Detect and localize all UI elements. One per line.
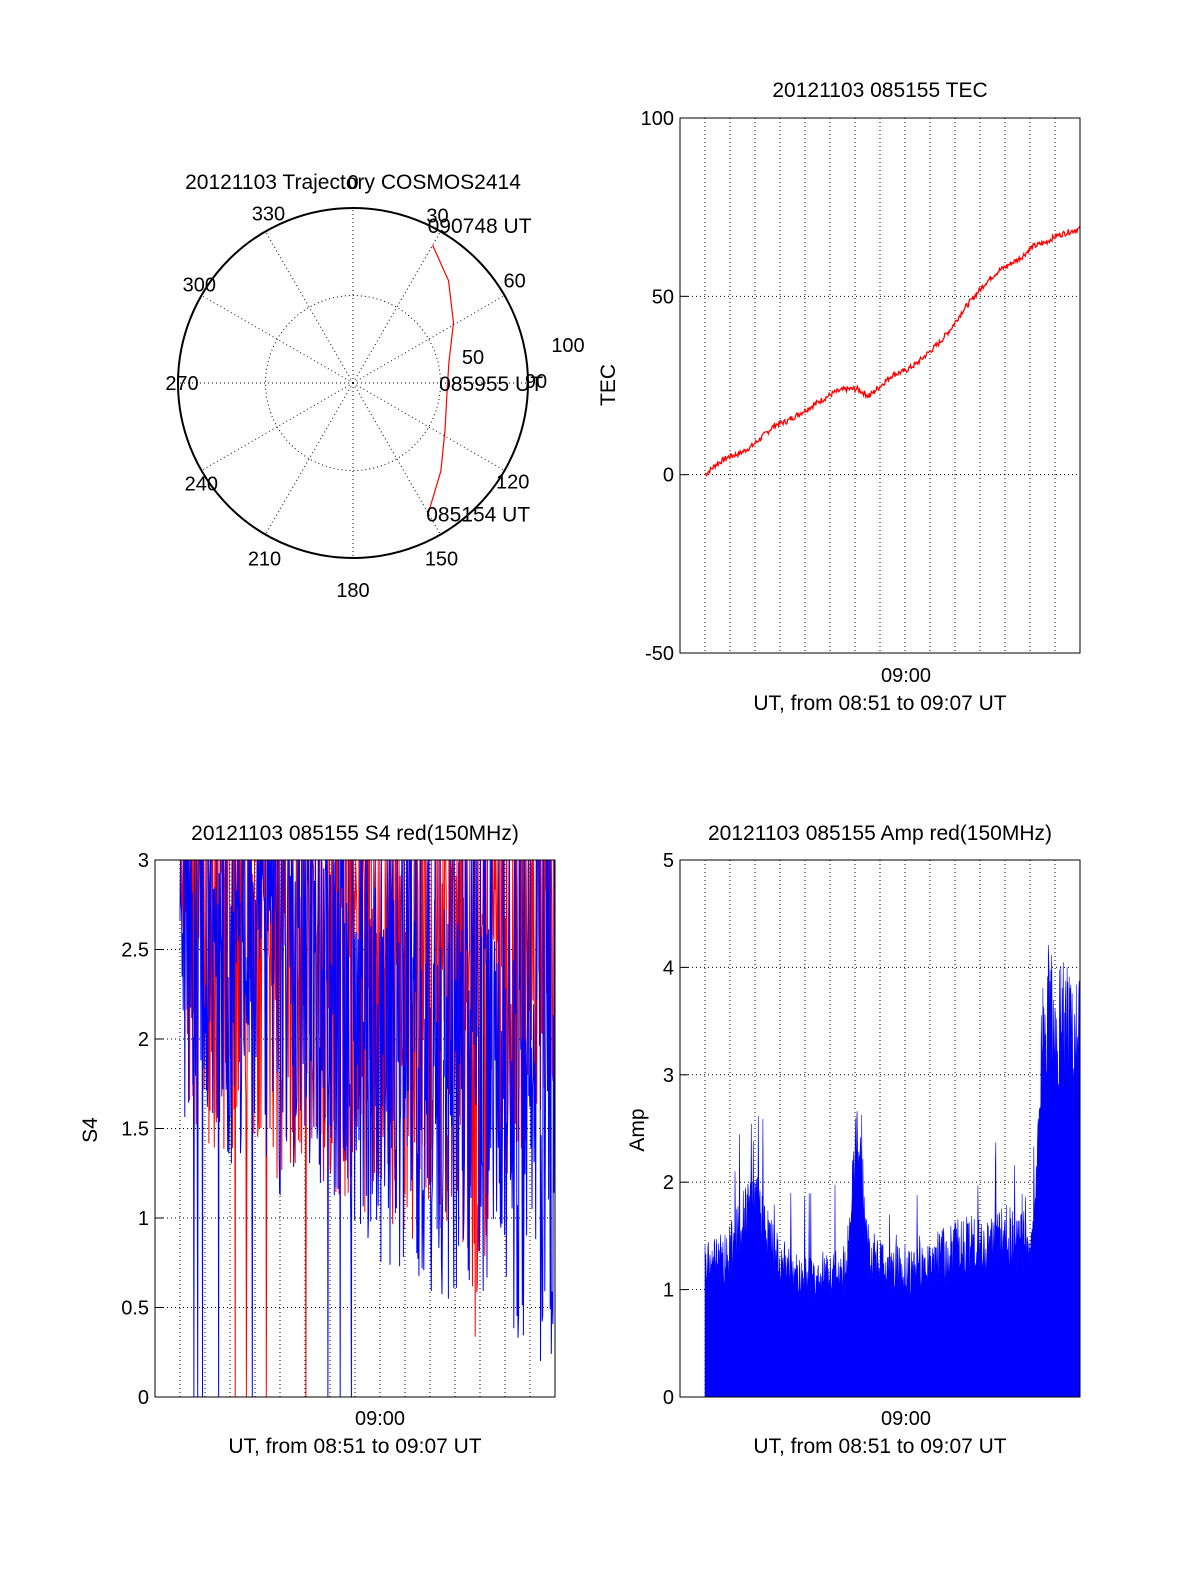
amp-y-tick-label: 3: [663, 1065, 674, 1087]
polar-azimuth-label: 180: [336, 580, 369, 602]
amp-series-area: [704, 944, 1081, 1398]
tec-xtick-label: 09:00: [881, 665, 931, 687]
polar-radial-label: 100: [551, 335, 584, 357]
amp-y-tick-label: 1: [663, 1280, 674, 1302]
polar-azimuth-label: 210: [248, 549, 281, 571]
tec-y-tick-label: -50: [645, 643, 674, 665]
s4-xlabel: UT, from 08:51 to 09:07 UT: [228, 1435, 481, 1458]
polar-title: 20121103 Trajectory COSMOS2414: [185, 171, 521, 194]
s4-y-tick-label: 1.5: [121, 1119, 149, 1141]
s4-y-tick-label: 0.5: [121, 1298, 149, 1320]
amp-xlabel: UT, from 08:51 to 09:07 UT: [753, 1435, 1006, 1458]
tec-xlabel: UT, from 08:51 to 09:07 UT: [753, 692, 1006, 715]
s4-series-blue: [179, 859, 556, 1398]
s4-ylabel: S4: [79, 1117, 102, 1143]
polar-grid: [177, 207, 529, 559]
amp-y-tick-label: 5: [663, 850, 674, 872]
polar-annotation-label: 085154 UT: [426, 503, 530, 526]
s4-y-tick-label: 1: [138, 1208, 149, 1230]
polar-azimuth-label: 120: [496, 472, 529, 494]
polar-azimuth-label: 240: [185, 474, 218, 496]
tec-ylabel: TEC: [597, 364, 620, 406]
amp-y-ticks: 5 4 3 2 1 0: [663, 850, 688, 1409]
polar-inner-circle: [265, 295, 441, 471]
polar-spoke: [265, 231, 354, 384]
polar-azimuth-label: 150: [425, 549, 458, 571]
s4-y-tick-label: 2: [138, 1029, 149, 1051]
s4-y-tick-label: 2.5: [121, 940, 149, 962]
polar-annotations: 090748 UT 085955 UT 085154 UT: [426, 215, 543, 526]
tec-y-ticks: 100 50 0 -50: [641, 108, 688, 665]
s4-y-tick-label: 0: [138, 1387, 149, 1409]
s4-y-tick-label: 3: [138, 850, 149, 872]
s4-xtick-label: 09:00: [355, 1408, 405, 1430]
amp-xtick-label: 09:00: [881, 1408, 931, 1430]
s4-title: 20121103 085155 S4 red(150MHz): [191, 822, 519, 845]
amp-ylabel: Amp: [626, 1108, 649, 1151]
polar-outer-circle: [177, 207, 529, 559]
amp-plot-frame: [679, 859, 1081, 1398]
amp-panel: 20121103 085155 Amp red(150MHz) 5 4 3 2 1 0 A…: [626, 822, 1081, 1458]
polar-annotation-label: 085955 UT: [439, 373, 543, 396]
s4-y-ticks: 3 2.5 2 1.5 1 0.5 0: [121, 850, 163, 1409]
polar-spoke: [265, 382, 354, 535]
tec-y-tick-label: 100: [641, 108, 674, 130]
polar-trajectory-series: [427, 244, 455, 514]
polar-spoke: [352, 231, 441, 384]
polar-radial-label: 50: [462, 347, 484, 369]
polar-azimuth-label: 300: [183, 275, 216, 297]
polar-spoke: [352, 295, 505, 384]
polar-azimuth-label: 90: [525, 371, 547, 393]
polar-azimuth-label: 270: [165, 373, 198, 395]
polar-azimuth-label: 0: [347, 172, 358, 194]
polar-azimuth-label: 330: [252, 203, 285, 225]
s4-series: [179, 859, 556, 1398]
amp-series: [704, 944, 1081, 1398]
amp-y-tick-label: 0: [663, 1387, 674, 1409]
polar-panel: 20121103 Trajectory COSMOS2414 0 30 60 90 12…: [165, 171, 584, 602]
tec-grid: [680, 118, 1081, 653]
amp-title: 20121103 085155 Amp red(150MHz): [708, 822, 1052, 845]
amp-y-tick-label: 4: [663, 957, 674, 979]
amp-y-tick-label: 2: [663, 1172, 674, 1194]
polar-azimuth-labels: 0 30 60 90 120 150 180 210 240 270 300 330 50 100: [165, 172, 584, 602]
tec-y-tick-label: 0: [663, 465, 674, 487]
s4-panel: 20121103 085155 S4 red(150MHz) 3 2.5 2 1.5 1…: [79, 822, 556, 1458]
tec-title: 20121103 085155 TEC: [772, 79, 987, 102]
polar-azimuth-label: 60: [504, 271, 526, 293]
polar-azimuth-label: 30: [426, 205, 448, 227]
polar-annotation-label: 090748 UT: [428, 215, 532, 238]
tec-y-tick-label: 50: [652, 286, 674, 308]
tec-plot-frame: [679, 117, 1081, 654]
tec-series-line: [704, 225, 1081, 477]
